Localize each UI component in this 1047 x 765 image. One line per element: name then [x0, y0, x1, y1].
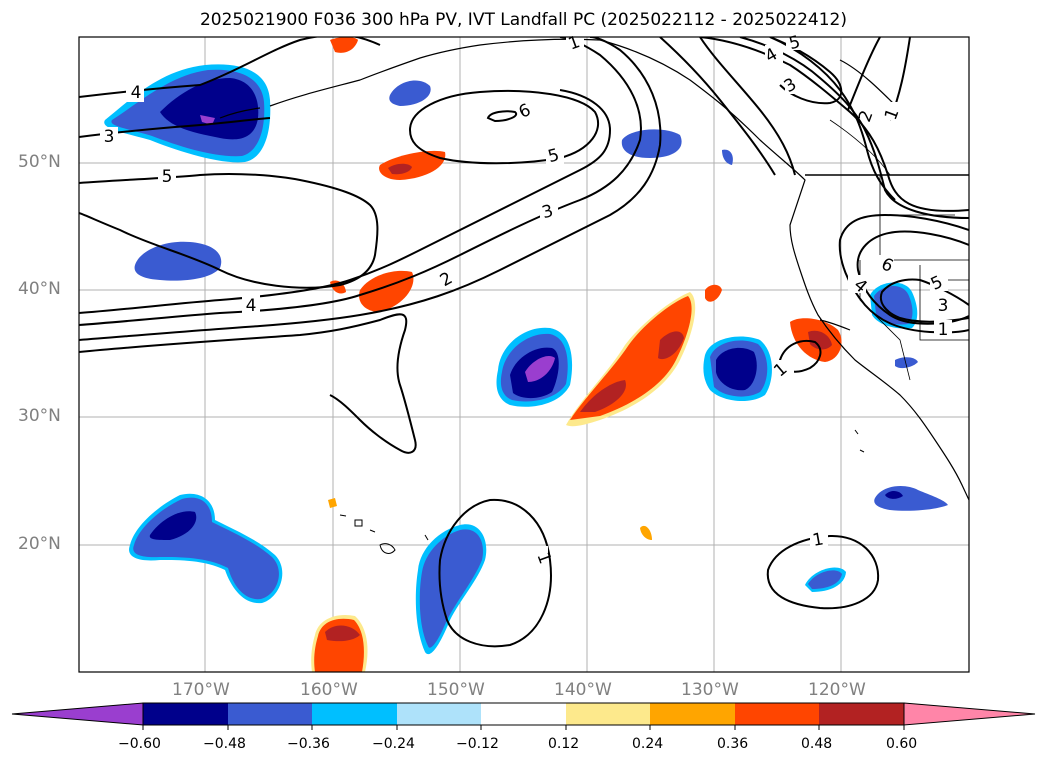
- colorbar-tick-label: −0.24: [372, 736, 415, 752]
- colorbar-extend-low: [11, 702, 144, 726]
- colorbar-segment: [819, 703, 904, 725]
- pv-blob-gulf-alaska-negative: [389, 80, 431, 106]
- colorbar-tick-label: 0.48: [801, 736, 833, 752]
- lon-label: 160°W: [300, 680, 358, 700]
- lat-label: 20°N: [18, 534, 61, 554]
- contour-labels: 1 5 4 3 6 5 4 5 3 2 4 3 2 1 6 4 5 3 1: [100, 32, 952, 567]
- colorbar-tick-label: −0.36: [287, 736, 330, 752]
- colorbar-segment: [650, 703, 735, 725]
- colorbar-tick-label: −0.48: [203, 736, 246, 752]
- colorbar-tick-label: 0.24: [632, 736, 664, 752]
- colorbar-tick-label: −0.60: [118, 736, 161, 752]
- colorbar-segment: [143, 703, 228, 725]
- pv-blob-west-negative: [134, 241, 222, 281]
- contour-label: 1: [938, 320, 949, 340]
- colorbar-segment: [312, 703, 397, 725]
- colorbar-tick-label: 0.12: [548, 736, 580, 752]
- pv-blob-south-positive: [311, 498, 652, 672]
- pv-blob-positive-north: [379, 150, 446, 180]
- contour-label: 3: [104, 127, 115, 147]
- colorbar-segment: [228, 703, 312, 725]
- pv-blob-california-positive: [790, 318, 842, 362]
- contour-label: 1: [811, 529, 825, 551]
- contour-label: 5: [546, 145, 562, 167]
- colorbar-outline: [142, 702, 905, 726]
- colorbar-tick-label: 0.60: [886, 736, 918, 752]
- colorbar-extend-high: [903, 702, 1036, 726]
- colorbar-tick-label: −0.12: [456, 736, 499, 752]
- contour-label: 3: [938, 296, 949, 316]
- colorbar-segment: [735, 703, 819, 725]
- lat-label: 30°N: [18, 406, 61, 426]
- pv-blob-top-positive: [330, 37, 358, 53]
- pv-blob-hawaii-negative: [129, 493, 283, 604]
- lon-label: 130°W: [681, 680, 739, 700]
- pv-blob-southeast-negative: [805, 486, 948, 592]
- colorbar-segment: [397, 703, 481, 725]
- lat-label: 50°N: [18, 152, 61, 172]
- pv-blob-aleutian-negative: [104, 64, 271, 163]
- islands: [339, 429, 865, 554]
- contour-label: 4: [246, 296, 257, 316]
- colorbar-segment: [481, 703, 566, 725]
- pv-blob-diagonal-positive: [566, 284, 722, 427]
- colorbar-segment: [566, 703, 650, 725]
- lon-label: 120°W: [808, 680, 866, 700]
- contour-label: 3: [540, 201, 556, 223]
- pv-blob-center-negative: [496, 327, 573, 407]
- colorbar-tick-label: 0.36: [717, 736, 749, 752]
- contour-label: 4: [131, 83, 142, 103]
- contour-label: 5: [787, 32, 803, 54]
- pv-blob-east-negative: [703, 336, 772, 402]
- coastlines: [219, 38, 969, 501]
- figure-title: 2025021900 F036 300 hPa PV, IVT Landfall…: [199, 10, 847, 30]
- pv-blob-offshore-negative: [621, 129, 733, 165]
- contour-label: 5: [162, 167, 173, 187]
- pv-blob-south-negative: [415, 524, 487, 655]
- map-frame: [78, 36, 970, 673]
- lon-label: 150°W: [427, 680, 485, 700]
- lon-label: 170°W: [172, 680, 230, 700]
- pc-contours: [79, 37, 969, 648]
- lon-label: 140°W: [554, 680, 612, 700]
- lat-label: 40°N: [18, 279, 61, 299]
- colorbar: [11, 702, 1036, 730]
